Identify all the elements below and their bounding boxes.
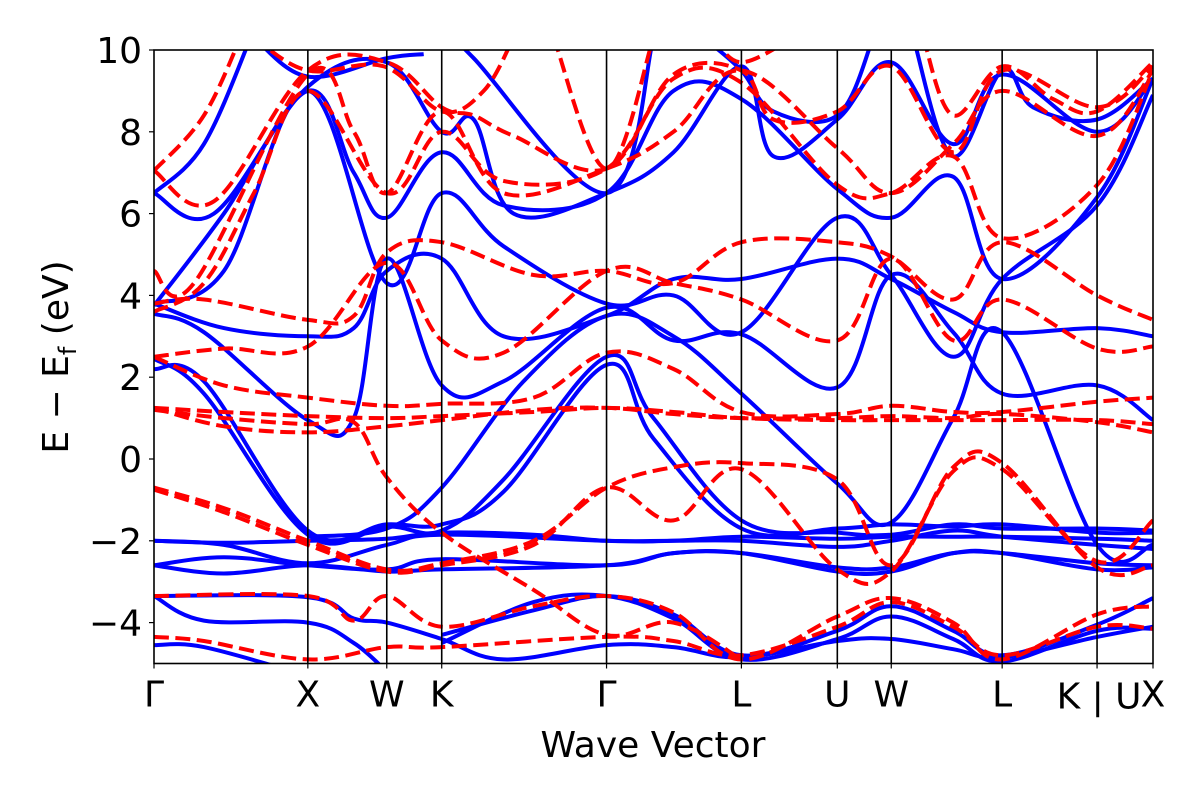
x-tick-label-3: K xyxy=(430,675,455,716)
spin-down-band-3 xyxy=(154,455,1153,586)
high-symmetry-lines xyxy=(307,50,1098,664)
spin-up-band-11 xyxy=(307,311,1153,564)
spin-up-band-4 xyxy=(440,592,1153,664)
spin-up-band-13 xyxy=(154,251,1153,342)
spin-up-band-15 xyxy=(154,77,1153,307)
x-tick-label-4: Γ xyxy=(597,675,617,716)
y-axis-title-unit: (eV) xyxy=(36,260,77,346)
spin-down-band-5 xyxy=(154,407,743,662)
spin-up-band-14 xyxy=(154,88,1153,359)
x-tick-label-2: W xyxy=(369,675,405,716)
y-tick-label-4: 4 xyxy=(119,276,142,317)
x-tick-label-10: X xyxy=(1141,675,1166,716)
spin-up-band-2 xyxy=(154,594,382,664)
y-axis-title-subscript: f xyxy=(54,346,82,355)
spin-down-band-2 xyxy=(154,449,1153,578)
y-tick-label-0: −4 xyxy=(89,604,142,645)
y-tick-label-5: 6 xyxy=(119,195,142,236)
spin-up-band-6 xyxy=(154,549,1153,572)
spin-down-band-13 xyxy=(154,50,238,173)
x-tick-label-7: W xyxy=(873,675,909,716)
y-axis-title-main: E − E xyxy=(36,355,77,454)
y-tick-label-7: 10 xyxy=(96,31,142,72)
spin-down-band-8 xyxy=(154,256,1153,361)
plot-frame xyxy=(153,49,1154,665)
spin-up-band-17 xyxy=(154,50,248,195)
y-tick-label-2: 0 xyxy=(119,440,142,481)
spin-down-band-1 xyxy=(154,592,1153,662)
spin-down-band-7 xyxy=(154,349,1153,419)
spin-up-bands xyxy=(154,50,1153,664)
x-tick-label-0: Γ xyxy=(144,675,164,716)
x-tick-label-6: U xyxy=(824,675,850,716)
spin-up-band-16 xyxy=(154,56,1153,222)
y-axis-title: E − Ef (eV) xyxy=(36,260,82,453)
y-tick-label-6: 8 xyxy=(119,113,142,154)
spin-down-band-0 xyxy=(154,600,1153,662)
spin-down-band-10 xyxy=(154,65,1153,314)
spin-down-band-14 xyxy=(266,50,510,115)
spin-up-band-18 xyxy=(263,50,424,80)
y-tick-label-1: −2 xyxy=(89,522,142,563)
spin-down-band-12 xyxy=(154,52,1153,208)
spin-down-band-9 xyxy=(154,236,1153,326)
spin-down-band-6 xyxy=(154,405,1153,427)
spin-up-band-0 xyxy=(154,642,273,664)
x-axis-title: Wave Vector xyxy=(541,725,766,766)
x-tick-label-8: L xyxy=(992,675,1012,716)
spin-up-band-19 xyxy=(462,50,653,196)
x-tick-label-5: L xyxy=(731,675,751,716)
spin-down-band-17 xyxy=(924,50,1153,118)
y-axis-ticks: −4 −2 0 2 4 6 8 10 xyxy=(89,31,154,645)
x-tick-label-1: X xyxy=(296,675,321,716)
x-tick-label-9: K | U xyxy=(1057,677,1142,718)
spin-down-band-11 xyxy=(154,65,1153,299)
y-tick-label-3: 2 xyxy=(119,358,142,399)
spin-up-band-3 xyxy=(441,593,1153,658)
